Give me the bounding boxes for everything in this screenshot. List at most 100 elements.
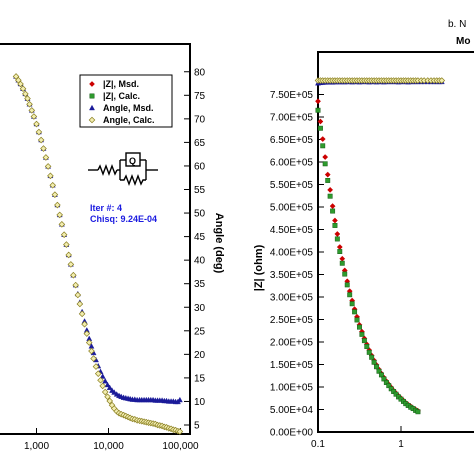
left-plot-marks [12, 73, 184, 435]
left-y2-tick-label: 10 [194, 397, 206, 408]
angle-measured-point [106, 384, 113, 390]
impedance-calculated-point [332, 223, 338, 228]
angle-calculated-point [176, 428, 184, 435]
angle-calculated-point [17, 80, 24, 88]
angle-calculated-point [37, 136, 45, 144]
angle-calculated-point [33, 120, 40, 128]
legend-marker [89, 81, 95, 87]
right-plot-frame [317, 51, 474, 433]
angle-calculated-point [74, 291, 82, 299]
right-x-axis: 0.1 1 [311, 426, 404, 450]
angle-calculated-point [19, 85, 27, 93]
right-x-tick-label: 1 [398, 439, 404, 450]
impedance-calculated-point [349, 301, 355, 307]
angle-calculated-point [49, 181, 57, 189]
angle-calculated-point [56, 211, 63, 219]
impedance-calculated-point [352, 309, 358, 315]
impedance-calculated-point [330, 208, 336, 214]
right-y-tick-label: 3.00E+05 [270, 293, 314, 304]
impedance-calculated-point [366, 349, 372, 355]
impedance-calculated-point [342, 271, 348, 277]
right-y-tick-label: 4.00E+05 [270, 248, 314, 259]
right-y-tick-label: 7.00E+05 [270, 113, 314, 124]
angle-calculated-point [90, 355, 97, 362]
impedance-measured-point [315, 98, 321, 105]
left-y2-axis: 5 10 15 20 25 30 35 40 45 50 55 60 65 70 75 80 [184, 67, 206, 432]
fit-chisq-text: Chisq: 9.24E-04 [90, 214, 157, 224]
left-y2-tick-label: 20 [194, 350, 206, 361]
left-y2-tick-label: 50 [194, 209, 206, 220]
left-x-tick-label: 1,000 [24, 441, 49, 452]
circuit-parallel-resistor [120, 174, 146, 186]
left-y2-tick-label: 80 [194, 67, 206, 78]
left-y2-tick-label: 75 [194, 91, 206, 102]
angle-calculated-point [24, 95, 31, 102]
circuit-diagram [88, 152, 158, 186]
angle-calculated-point [70, 271, 77, 279]
legend-entry-label: Angle, Msd. [103, 103, 154, 113]
impedance-measured-point [324, 171, 331, 178]
impedance-calculated-point [317, 125, 323, 131]
impedance-calculated-point [364, 344, 370, 349]
angle-calculated-point [81, 320, 88, 328]
impedance-calculated-point [327, 193, 333, 199]
legend-entry-label: Angle, Calc. [103, 115, 155, 125]
left-y2-tick-label: 55 [194, 185, 206, 196]
angle-calculated-point [51, 191, 59, 198]
angle-calculated-point [65, 251, 72, 259]
impedance-calculated-point [320, 143, 326, 149]
right-y-tick-label: 6.00E+05 [270, 158, 314, 169]
impedance-calculated-point [371, 359, 377, 365]
impedance-measured-point [317, 118, 324, 125]
angle-calculated-point [76, 300, 84, 308]
angle-calculated-point [28, 107, 36, 114]
impedance-measured-point [327, 186, 334, 193]
legend-entry-label: |Z|, Calc. [103, 91, 140, 101]
impedance-calculated-point [337, 249, 343, 255]
angle-measured-point [176, 396, 183, 403]
angle-calculated-point [99, 382, 106, 390]
angle-calculated-point [54, 201, 61, 209]
angle-calculated-point [104, 393, 111, 401]
model-label: Mo [456, 36, 470, 47]
impedance-calculated-point [374, 364, 379, 370]
left-y2-tick-label: 5 [194, 421, 200, 432]
impedance-calculated-point [381, 376, 387, 382]
angle-calculated-point [85, 339, 93, 346]
angle-calculated-point [78, 310, 86, 318]
angle-calculated-point [63, 241, 70, 248]
left-y2-tick-label: 70 [194, 114, 206, 125]
figure-label: b. N [448, 19, 466, 30]
impedance-calculated-point [339, 260, 345, 266]
left-y2-tick-label: 40 [194, 256, 206, 267]
angle-calculated-point [106, 397, 114, 405]
angle-calculated-point [58, 221, 66, 228]
right-y-tick-label: 1.00E+05 [270, 383, 314, 394]
right-y-tick-label: 4.50E+05 [270, 225, 314, 236]
angle-calculated-point [40, 145, 47, 152]
angle-calculated-point [88, 347, 95, 355]
impedance-calculated-point [334, 236, 340, 242]
impedance-calculated-point [354, 317, 360, 323]
angle-calculated-point [438, 77, 446, 84]
legend-marker [89, 93, 95, 99]
impedance-calculated-point [344, 282, 350, 288]
left-y2-tick-label: 60 [194, 161, 206, 172]
impedance-calculated-point [369, 354, 375, 360]
impedance-calculated-point [315, 107, 321, 113]
impedance-calculated-point [378, 372, 384, 378]
impedance-calculated-point [359, 331, 365, 337]
left-x-tick-label: 10,000 [93, 441, 124, 452]
right-y-tick-label: 5.00E+05 [270, 203, 314, 214]
right-y-tick-label: 3.50E+05 [270, 270, 314, 281]
right-plot-marks [314, 77, 446, 415]
right-bode-plot: 0.00E+00 5.00E+04 1.00E+05 1.50E+05 2.00E+05… [253, 51, 474, 450]
angle-calculated-point [35, 128, 43, 136]
impedance-calculated-point [393, 391, 399, 397]
angle-calculated-point [60, 231, 68, 239]
right-y-axis: 0.00E+00 5.00E+04 1.00E+05 1.50E+05 2.00E+05… [270, 90, 324, 439]
angle-calculated-point [94, 370, 102, 377]
right-y-axis-label: |Z| (ohm) [253, 244, 265, 291]
angle-calculated-point [67, 261, 75, 268]
